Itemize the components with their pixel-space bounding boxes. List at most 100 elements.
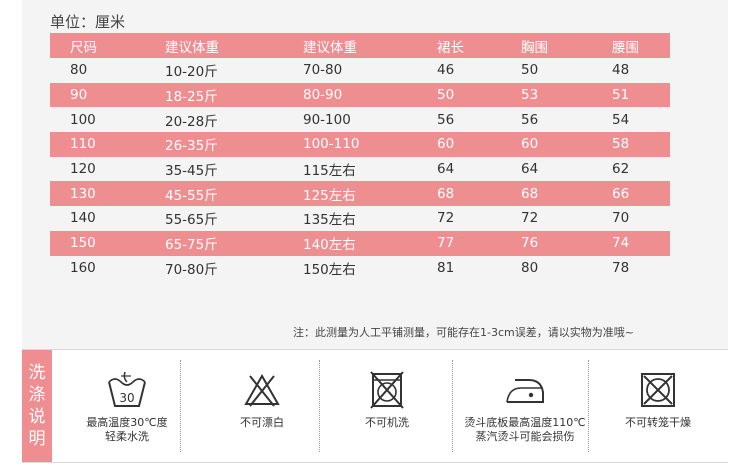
cell-skirt-length: 68 xyxy=(437,185,455,202)
cell-skirt-length: 64 xyxy=(437,161,455,178)
cell-waist: 58 xyxy=(612,136,630,153)
separator xyxy=(588,360,589,452)
table-row: 100 20-28斤 90-100 56 56 54 xyxy=(50,107,670,132)
care-item-iron: 烫斗底板最高温度110℃ 蒸汽烫斗可能会损伤 xyxy=(450,350,600,462)
header-weight-jin: 建议体重 xyxy=(165,39,219,56)
care-label-line: 不可漂白 xyxy=(240,416,284,429)
cell-weight-jin: 20-28斤 xyxy=(165,113,218,130)
cell-skirt-length: 77 xyxy=(437,235,455,252)
size-table: 尺码 建议体重 建议体重 裙长 胸围 腰围 80 10-20斤 70-80 46 50 4… xyxy=(50,33,670,280)
cell-chest: 72 xyxy=(521,210,539,227)
cell-weight-jin: 55-65斤 xyxy=(165,212,218,229)
care-label-line: 烫斗底板最高温度110℃ xyxy=(464,416,586,429)
table-row: 150 65-75斤 140左右 77 76 74 xyxy=(50,230,670,256)
cell-waist: 78 xyxy=(612,259,630,276)
cell-waist: 74 xyxy=(612,235,630,252)
cell-weight-jin: 70-80斤 xyxy=(165,261,218,278)
care-item-tumble: 不可转笼干燥 xyxy=(588,350,728,462)
no-tumble-dry-icon xyxy=(641,373,675,407)
header-weight-2: 建议体重 xyxy=(303,39,357,56)
cell-weight-jin: 65-75斤 xyxy=(165,237,218,254)
care-title: 洗 涤 说 明 xyxy=(22,350,52,462)
wash-temp-text: 30 xyxy=(119,391,134,405)
care-title-char: 洗 xyxy=(28,363,46,383)
cell-size: 150 xyxy=(70,235,96,252)
cell-waist: 70 xyxy=(612,210,630,227)
care-label-line: 最高温度30℃度 xyxy=(86,416,168,429)
cell-weight-jin: 18-25斤 xyxy=(165,89,218,106)
cell-chest: 68 xyxy=(521,185,539,202)
no-machine-wash-icon xyxy=(370,371,404,409)
cell-skirt-length: 46 xyxy=(437,62,455,79)
cell-skirt-length: 50 xyxy=(437,87,455,104)
separator xyxy=(319,360,320,452)
table-row: 140 55-65斤 135左右 72 72 70 xyxy=(50,206,670,231)
cell-skirt-length: 81 xyxy=(437,259,455,276)
cell-skirt-length: 60 xyxy=(437,136,455,153)
care-item-wash: 30 最高温度30℃度 轻柔水洗 xyxy=(62,350,192,462)
table-row: 120 35-45斤 115左右 64 64 62 xyxy=(50,157,670,182)
care-instructions: 洗 涤 说 明 30 最高温度30℃度 轻柔水洗 不可漂白 xyxy=(22,349,728,463)
cell-weight-2: 135左右 xyxy=(303,212,356,229)
header-waist: 腰围 xyxy=(612,39,639,56)
cell-skirt-length: 56 xyxy=(437,111,455,128)
table-row: 110 26-35斤 100-110 60 60 58 xyxy=(50,132,670,157)
care-label-line: 轻柔水洗 xyxy=(105,430,149,443)
cell-weight-2: 115左右 xyxy=(303,163,356,180)
cell-skirt-length: 72 xyxy=(437,210,455,227)
wash-30-icon: 30 xyxy=(108,371,146,407)
care-label-line: 不可机洗 xyxy=(365,416,409,429)
cell-size: 110 xyxy=(70,136,96,153)
cell-chest: 76 xyxy=(521,235,539,252)
cell-weight-jin: 45-55斤 xyxy=(165,187,218,204)
cell-size: 120 xyxy=(70,161,96,178)
separator xyxy=(452,360,453,452)
measurement-note: 注：此测量为人工平铺测量，可能存在1-3cm误差，请以实物为准哦~ xyxy=(293,326,634,339)
cell-weight-jin: 10-20斤 xyxy=(165,64,218,81)
cell-size: 100 xyxy=(70,111,96,128)
size-chart-panel xyxy=(22,0,728,356)
header-chest: 胸围 xyxy=(521,39,548,56)
unit-label: 单位：厘米 xyxy=(50,13,126,31)
table-row: 130 45-55斤 125左右 68 68 66 xyxy=(50,181,670,207)
cell-chest: 53 xyxy=(521,87,539,104)
header-size: 尺码 xyxy=(70,39,97,56)
table-header: 尺码 建议体重 建议体重 裙长 胸围 腰围 xyxy=(50,33,670,58)
iron-110-icon xyxy=(506,379,544,403)
care-title-char: 说 xyxy=(28,407,46,427)
cell-weight-2: 150左右 xyxy=(303,261,356,278)
cell-weight-jin: 35-45斤 xyxy=(165,163,218,180)
cell-size: 160 xyxy=(70,259,96,276)
cell-weight-2: 80-90 xyxy=(303,87,343,104)
cell-waist: 62 xyxy=(612,161,630,178)
cell-chest: 50 xyxy=(521,62,539,79)
care-item-bleach: 不可漂白 xyxy=(192,350,332,462)
cell-size: 130 xyxy=(70,185,96,202)
cell-size: 80 xyxy=(70,62,88,79)
cell-size: 140 xyxy=(70,210,96,227)
cell-weight-2: 140左右 xyxy=(303,237,356,254)
table-row: 160 70-80斤 150左右 81 80 78 xyxy=(50,256,670,281)
cell-waist: 54 xyxy=(612,111,630,128)
care-label-line: 蒸汽烫斗可能会损伤 xyxy=(475,430,575,443)
cell-weight-2: 90-100 xyxy=(303,111,351,128)
separator xyxy=(180,360,181,452)
cell-size: 90 xyxy=(70,87,88,104)
cell-waist: 66 xyxy=(612,185,630,202)
header-skirt-length: 裙长 xyxy=(437,39,464,56)
care-title-char: 明 xyxy=(28,429,46,449)
cell-weight-jin: 26-35斤 xyxy=(165,138,218,155)
cell-chest: 80 xyxy=(521,259,539,276)
care-label-line: 不可转笼干燥 xyxy=(625,416,691,429)
cell-waist: 48 xyxy=(612,62,630,79)
cell-chest: 64 xyxy=(521,161,539,178)
no-bleach-icon xyxy=(244,373,280,407)
care-title-char: 涤 xyxy=(28,385,46,405)
table-row: 90 18-25斤 80-90 50 53 51 xyxy=(50,82,670,108)
cell-waist: 51 xyxy=(612,87,630,104)
cell-weight-2: 70-80 xyxy=(303,62,343,79)
cell-weight-2: 125左右 xyxy=(303,187,356,204)
cell-chest: 56 xyxy=(521,111,539,128)
care-item-machine: 不可机洗 xyxy=(322,350,452,462)
table-row: 80 10-20斤 70-80 46 50 48 xyxy=(50,58,670,83)
